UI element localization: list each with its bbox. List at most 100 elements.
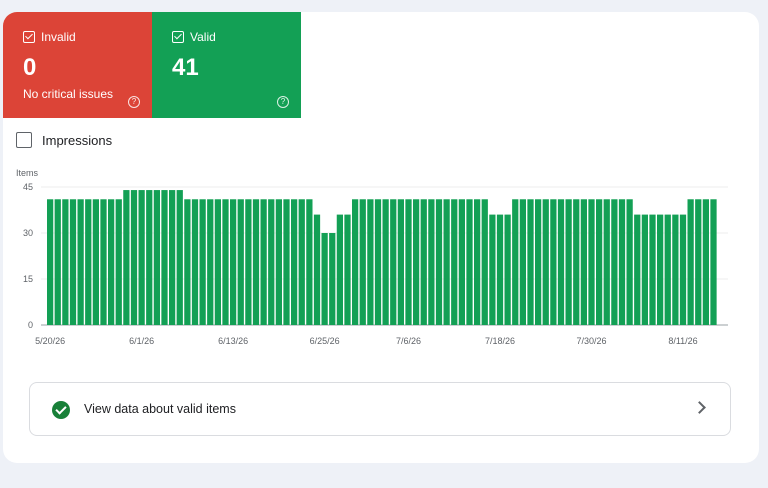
valid-tile[interactable]: Valid 41 ?	[152, 12, 301, 118]
bar	[214, 199, 222, 325]
y-tick-label: 30	[23, 228, 33, 238]
bar	[474, 199, 481, 325]
checkbox-checked-icon	[172, 31, 184, 43]
y-tick-label: 45	[23, 182, 33, 192]
view-valid-items-label: View data about valid items	[84, 402, 236, 416]
bar	[405, 199, 412, 325]
bar	[275, 199, 283, 325]
valid-checkbox[interactable]: Valid	[172, 30, 301, 44]
bar	[626, 199, 633, 325]
bar	[161, 190, 168, 325]
bar	[298, 199, 305, 325]
bar	[413, 199, 420, 325]
x-tick-label: 5/20/26	[35, 336, 65, 346]
invalid-tile[interactable]: Invalid 0 No critical issues ?	[3, 12, 152, 118]
invalid-subtitle: No critical issues	[23, 87, 114, 101]
bar	[62, 199, 69, 325]
bar	[702, 199, 710, 325]
bar	[550, 199, 557, 325]
help-circle-icon[interactable]: ?	[128, 96, 140, 108]
bar	[329, 233, 336, 325]
x-tick-label: 8/11/26	[668, 336, 697, 346]
bar	[397, 199, 405, 325]
y-tick-label: 15	[23, 274, 33, 284]
checkbox-unchecked-icon[interactable]	[16, 132, 32, 148]
bar	[519, 199, 527, 325]
bar	[352, 199, 359, 325]
x-tick-label: 7/6/26	[396, 336, 421, 346]
bar	[359, 199, 366, 325]
bar	[230, 199, 237, 325]
bar	[527, 199, 534, 325]
bar	[291, 199, 298, 325]
bar	[664, 214, 671, 325]
bar	[382, 199, 389, 325]
bar	[321, 233, 328, 325]
checkbox-checked-icon	[23, 31, 35, 43]
bar	[512, 199, 519, 325]
bar	[428, 199, 435, 325]
bar	[283, 199, 290, 325]
bar	[580, 199, 588, 325]
bar	[695, 199, 702, 325]
bar	[535, 199, 542, 325]
bar	[489, 214, 496, 325]
bar	[390, 199, 397, 325]
bar	[679, 214, 687, 325]
bar	[542, 199, 549, 325]
bar	[451, 199, 458, 325]
help-circle-icon[interactable]: ?	[277, 96, 289, 108]
bar	[618, 199, 626, 325]
x-tick-label: 7/30/26	[576, 336, 606, 346]
bar	[260, 199, 267, 325]
bar	[77, 199, 84, 325]
bar	[207, 199, 214, 325]
bar	[435, 199, 443, 325]
bar	[710, 199, 717, 325]
bar	[504, 214, 511, 325]
bar	[252, 199, 260, 325]
bar	[130, 190, 138, 325]
bar	[123, 190, 130, 325]
view-valid-items-button[interactable]: View data about valid items	[29, 382, 731, 436]
bar	[367, 199, 374, 325]
impressions-toggle[interactable]: Impressions	[16, 132, 112, 148]
bar	[687, 199, 694, 325]
bar	[603, 199, 610, 325]
bar	[245, 199, 252, 325]
bar	[374, 199, 382, 325]
check-circle-icon	[52, 401, 70, 419]
x-tick-label: 6/25/26	[310, 336, 340, 346]
bar	[268, 199, 275, 325]
bar	[108, 199, 115, 325]
items-chart: Items 0 15 30 45 5/20/26 6/1/26 6/13/26 6/25/26 7…	[16, 168, 728, 346]
bar	[222, 199, 229, 325]
valid-label: Valid	[190, 30, 216, 44]
bar	[420, 199, 427, 325]
bar	[596, 199, 603, 325]
impressions-label: Impressions	[42, 132, 113, 148]
bar	[344, 214, 351, 325]
invalid-checkbox[interactable]: Invalid	[23, 30, 152, 44]
bar	[481, 199, 488, 325]
bar	[146, 190, 153, 325]
bar	[657, 214, 664, 325]
bar	[557, 199, 565, 325]
bar	[336, 214, 344, 325]
bar	[649, 214, 656, 325]
bar	[565, 199, 572, 325]
bar	[169, 190, 176, 325]
bar	[634, 214, 641, 325]
x-tick-label: 7/18/26	[485, 336, 515, 346]
bar	[306, 199, 313, 325]
x-tick-label: 6/13/26	[218, 336, 248, 346]
bar	[54, 199, 61, 325]
bar	[191, 199, 199, 325]
bar	[573, 199, 580, 325]
bar	[85, 199, 92, 325]
bar	[115, 199, 122, 325]
bar	[47, 199, 54, 325]
bar	[184, 199, 191, 325]
chevron-right-icon	[693, 401, 706, 414]
valid-count: 41	[172, 54, 199, 81]
